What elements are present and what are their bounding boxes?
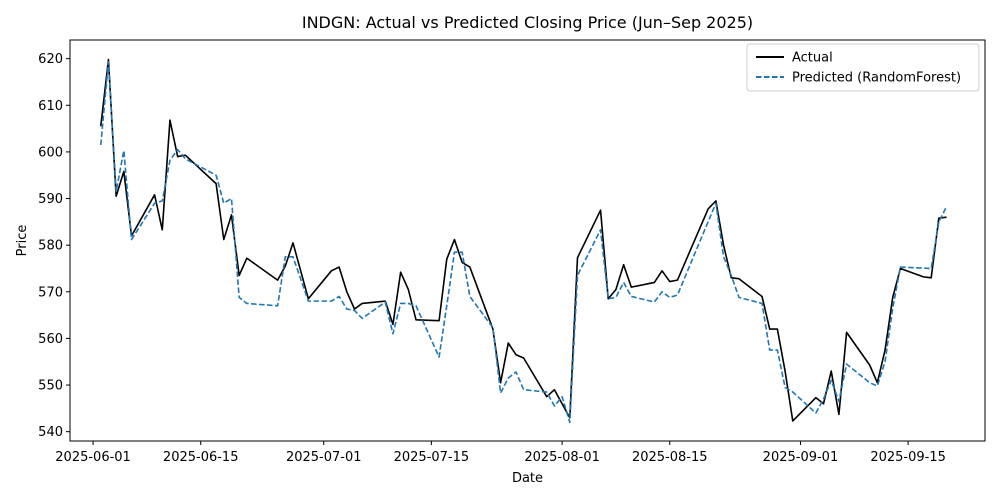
x-tick-label: 2025-09-01 [763, 450, 839, 465]
y-axis-title: Price [15, 225, 30, 257]
x-tick-label: 2025-06-01 [55, 450, 131, 465]
plot-area [69, 39, 986, 442]
y-tick-label: 580 [38, 239, 63, 254]
y-tick-label: 600 [38, 145, 63, 160]
x-tick-label: 2025-07-01 [286, 450, 362, 465]
y-axis: 540 550 560 570 580 590 600 610 620 [38, 52, 70, 440]
y-tick-label: 570 [38, 285, 63, 300]
y-tick-label: 560 [38, 332, 63, 347]
series-line-actual [99, 58, 947, 422]
y-tick-label: 550 [38, 379, 63, 394]
x-tick-label: 2025-06-15 [163, 450, 239, 465]
y-tick-label: 540 [38, 425, 63, 440]
x-axis: 2025-06-01 2025-06-15 2025-07-01 2025-07-15… [55, 441, 946, 465]
x-tick-label: 2025-09-15 [870, 450, 946, 465]
legend: Actual Predicted (RandomForest) [746, 43, 980, 92]
y-tick-label: 610 [38, 99, 63, 114]
series-layer [99, 58, 948, 424]
chart-title: INDGN: Actual vs Predicted Closing Price… [302, 13, 753, 32]
series-line-predicted [99, 61, 948, 424]
legend-label-predicted: Predicted (RandomForest) [792, 71, 961, 86]
x-tick-label: 2025-07-15 [394, 450, 470, 465]
y-tick-label: 590 [38, 192, 63, 207]
x-tick-label: 2025-08-01 [524, 450, 600, 465]
x-axis-title: Date [512, 471, 543, 486]
axes-frame [69, 39, 986, 442]
legend-label-actual: Actual [792, 51, 833, 66]
legend-box [746, 43, 980, 92]
x-tick-label: 2025-08-15 [632, 450, 708, 465]
y-tick-label: 620 [38, 52, 63, 67]
